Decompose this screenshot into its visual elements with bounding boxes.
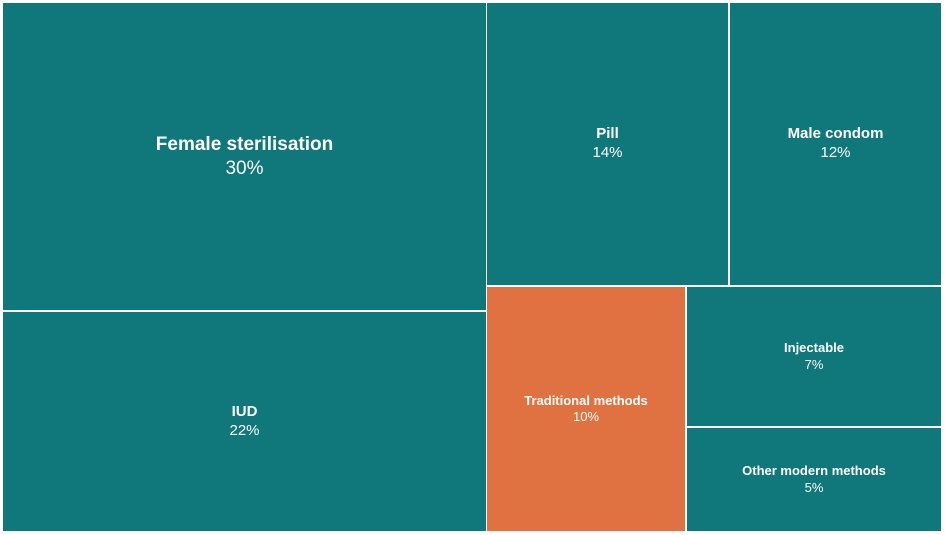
tile-label: Traditional methods [524,392,648,408]
treemap-tile-female-sterilisation: Female sterilisation 30% [2,2,487,311]
treemap-tile-injectable: Injectable 7% [686,286,942,427]
tile-label: Female sterilisation [155,133,334,155]
tile-value: 10% [572,409,600,424]
tile-label: Male condom [787,125,884,143]
tile-value: 12% [820,144,851,161]
treemap-tile-iud: IUD 22% [2,311,487,532]
tile-value: 22% [229,421,260,439]
treemap-tile-male-condom: Male condom 12% [729,2,942,286]
tile-value: 14% [592,144,623,161]
tile-label: IUD [231,402,258,420]
tile-label: Injectable [784,340,844,356]
tile-value: 5% [804,479,824,495]
tile-value: 7% [804,356,824,372]
tile-label: Pill [596,125,619,143]
treemap-tile-pill: Pill 14% [486,2,729,286]
treemap-tile-other-modern-methods: Other modern methods 5% [686,427,942,532]
tile-label: Other modern methods [742,463,886,479]
tile-value: 30% [225,157,264,179]
treemap-tile-traditional-methods: Traditional methods 10% [486,286,686,532]
